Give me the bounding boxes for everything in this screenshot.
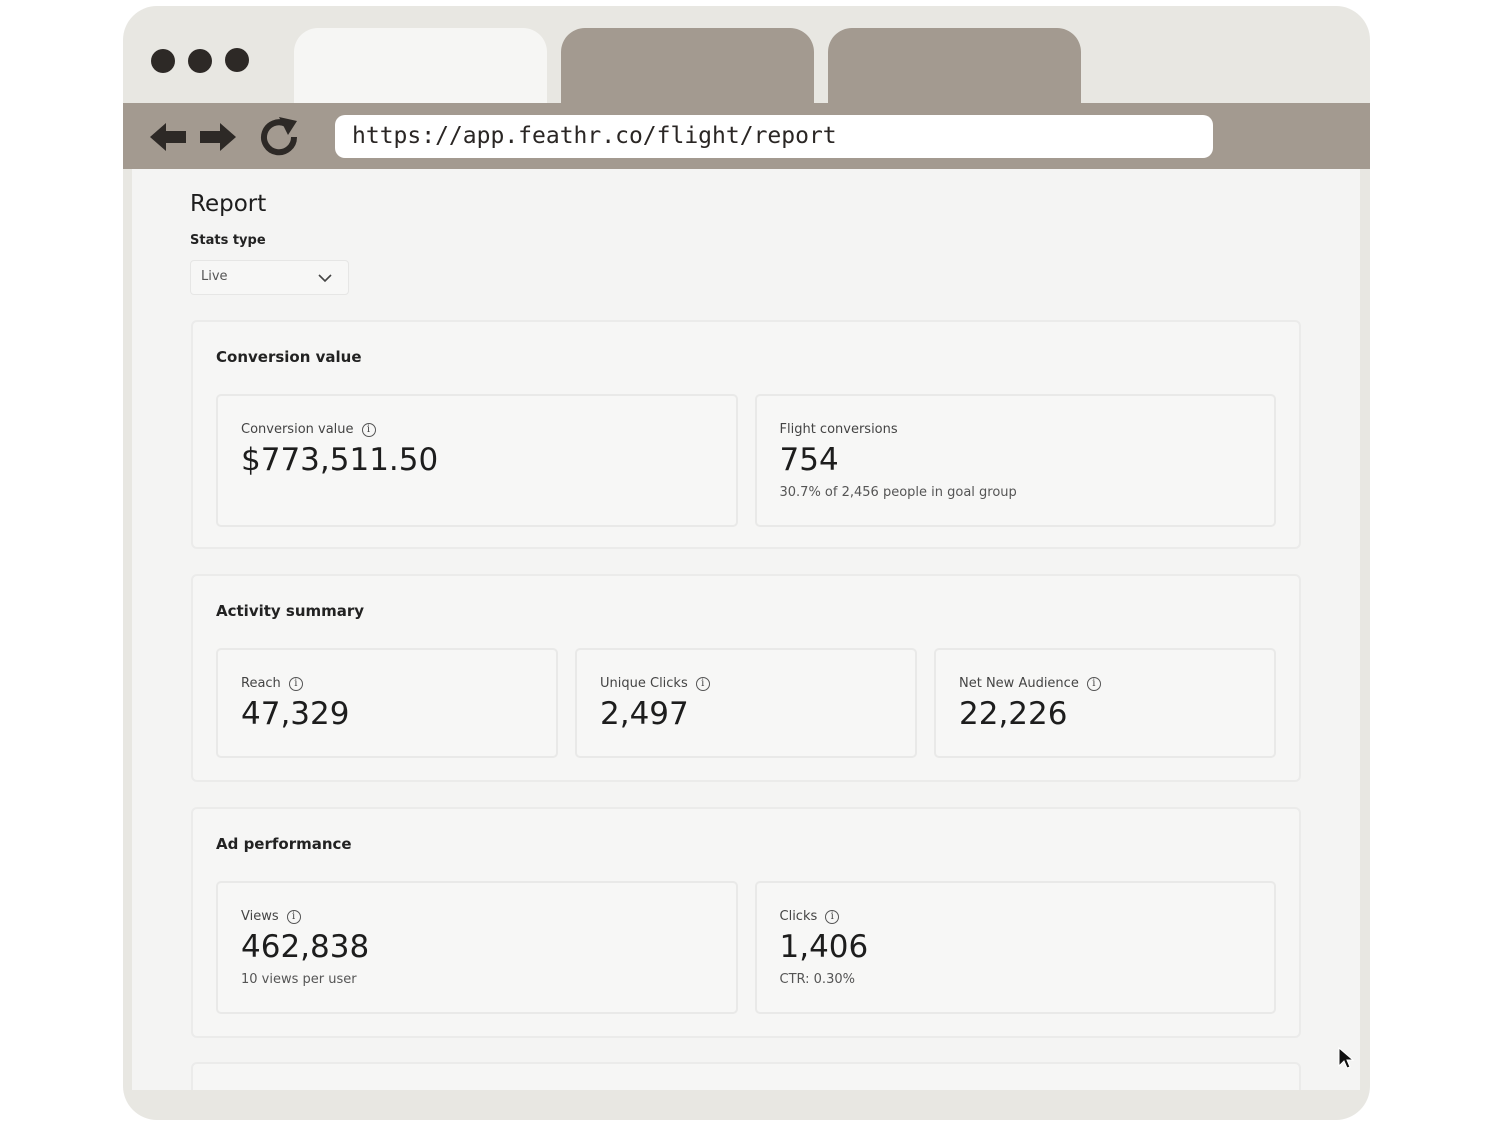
stat-label-row: Clicks i <box>780 909 840 924</box>
stat-card: Net New Audience i 22,226 <box>934 648 1276 758</box>
dropdown-value: Live <box>201 269 228 284</box>
section: Conversion value Conversion value i $773,51… <box>191 320 1301 549</box>
stat-card: Conversion value i $773,511.50 <box>216 394 738 527</box>
stat-label-row: Conversion value i <box>241 422 376 437</box>
stat-card: Views i 462,838 10 views per user <box>216 881 738 1014</box>
stat-label: Net New Audience <box>959 676 1079 691</box>
stat-card: Reach i 47,329 <box>216 648 558 758</box>
stat-card: Clicks i 1,406 CTR: 0.30% <box>754 881 1276 1014</box>
toolbar: https://app.feathr.co/flight/report <box>123 103 1370 169</box>
info-icon[interactable]: i <box>1086 676 1101 691</box>
browser-window: https://app.feathr.co/flight/report Repo… <box>123 6 1370 1120</box>
info-icon[interactable]: i <box>695 676 710 691</box>
stat-label: Views <box>241 909 279 924</box>
section-title: Activity summary <box>216 602 365 620</box>
stat-note: 10 views per user <box>241 972 357 987</box>
stat-value: 754 <box>779 442 839 478</box>
stat-label: Flight conversions <box>779 422 898 437</box>
stat-label-row: Views i <box>241 909 301 924</box>
section: Ad performance Views i 462,838 10 views per … <box>191 807 1301 1038</box>
info-icon[interactable]: i <box>286 909 301 924</box>
stat-value: $773,511.50 <box>241 442 439 478</box>
stat-label-row: Unique Clicks i <box>600 676 710 691</box>
nav-buttons <box>150 117 298 156</box>
section-title: Conversion value <box>216 348 362 366</box>
active-tab[interactable] <box>294 28 547 108</box>
stat-label: Reach <box>241 676 281 691</box>
stat-value: 2,497 <box>600 696 689 732</box>
stat-value: 22,226 <box>959 696 1068 732</box>
url-bar[interactable]: https://app.feathr.co/flight/report <box>335 115 1213 158</box>
info-icon[interactable]: i <box>825 909 840 924</box>
tab[interactable] <box>561 28 814 108</box>
stat-label-row: Flight conversions <box>780 422 898 437</box>
section <box>191 1062 1301 1090</box>
stat-card: Unique Clicks i 2,497 <box>575 648 917 758</box>
stats-type-label: Stats type <box>190 233 266 248</box>
stat-value: 1,406 <box>779 929 869 965</box>
window-dots <box>151 48 249 73</box>
stat-value: 462,838 <box>241 929 370 965</box>
cursor <box>1338 1046 1355 1069</box>
tab[interactable] <box>828 28 1081 108</box>
info-icon[interactable]: i <box>288 676 303 691</box>
stat-label: Conversion value <box>241 422 354 437</box>
page-title: Report <box>190 191 267 217</box>
stat-label-row: Reach i <box>241 676 303 691</box>
stat-note: CTR: 0.30% <box>779 972 855 987</box>
stat-label: Unique Clicks <box>600 676 688 691</box>
stat-note: 30.7% of 2,456 people in goal group <box>779 485 1017 500</box>
dropdown-chevron <box>318 274 332 283</box>
section: Activity summary Reach i 47,329 Unique Click… <box>191 574 1301 782</box>
stat-card: Flight conversions 754 30.7% of 2,456 peop… <box>754 394 1276 527</box>
stat-label-row: Net New Audience i <box>959 676 1101 691</box>
stat-label: Clicks <box>779 909 818 924</box>
stat-value: 47,329 <box>241 696 350 732</box>
info-icon[interactable]: i <box>361 422 376 437</box>
section-title: Ad performance <box>216 835 352 853</box>
stats-type-dropdown[interactable]: Live <box>190 260 349 295</box>
page-content: Report Stats type Live Conversion value C… <box>132 169 1360 1090</box>
